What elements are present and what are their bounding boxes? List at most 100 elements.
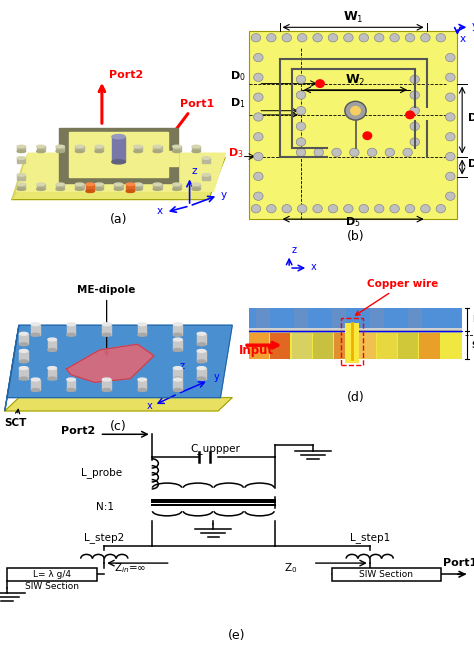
Circle shape xyxy=(367,148,377,156)
Bar xyxy=(75,184,84,189)
Bar xyxy=(48,368,56,379)
Ellipse shape xyxy=(86,190,94,193)
Text: Port2: Port2 xyxy=(61,426,95,436)
Bar xyxy=(249,32,457,219)
Ellipse shape xyxy=(153,150,162,152)
Circle shape xyxy=(314,148,323,156)
Ellipse shape xyxy=(17,188,26,191)
Ellipse shape xyxy=(112,160,125,164)
Text: ME-dipole: ME-dipole xyxy=(472,315,474,324)
Text: SCT: SCT xyxy=(5,410,27,428)
Circle shape xyxy=(349,148,359,156)
Bar xyxy=(67,379,75,390)
Bar xyxy=(249,308,462,331)
Circle shape xyxy=(363,132,372,140)
Polygon shape xyxy=(5,398,232,411)
Ellipse shape xyxy=(114,145,123,148)
Ellipse shape xyxy=(75,150,84,152)
Ellipse shape xyxy=(134,188,142,191)
Polygon shape xyxy=(168,151,178,166)
Ellipse shape xyxy=(197,343,206,346)
Circle shape xyxy=(410,75,419,83)
Ellipse shape xyxy=(197,360,206,363)
Bar xyxy=(36,147,45,151)
Circle shape xyxy=(296,122,306,130)
Circle shape xyxy=(266,205,276,213)
Ellipse shape xyxy=(17,183,26,185)
Ellipse shape xyxy=(126,190,135,193)
Circle shape xyxy=(251,34,261,42)
Circle shape xyxy=(266,34,276,42)
Text: Copper wire: Copper wire xyxy=(356,279,438,315)
Circle shape xyxy=(374,205,384,213)
Bar xyxy=(197,351,206,361)
Ellipse shape xyxy=(56,150,64,152)
Ellipse shape xyxy=(173,183,181,185)
Bar xyxy=(270,331,290,359)
Circle shape xyxy=(254,54,263,62)
Polygon shape xyxy=(12,158,225,200)
Ellipse shape xyxy=(134,183,142,185)
Bar xyxy=(197,368,206,379)
Circle shape xyxy=(421,34,430,42)
Bar xyxy=(17,147,26,151)
Ellipse shape xyxy=(36,188,45,191)
Ellipse shape xyxy=(202,157,210,160)
Text: Port1: Port1 xyxy=(443,558,474,568)
Circle shape xyxy=(298,205,307,213)
Ellipse shape xyxy=(95,188,103,191)
Text: W$_2$: W$_2$ xyxy=(345,72,366,88)
Circle shape xyxy=(406,111,414,119)
Ellipse shape xyxy=(138,378,146,381)
Text: (d): (d) xyxy=(346,391,365,404)
Bar xyxy=(31,324,40,335)
Ellipse shape xyxy=(173,150,181,152)
Bar xyxy=(332,568,441,581)
Bar xyxy=(95,147,103,151)
Ellipse shape xyxy=(134,145,142,148)
Circle shape xyxy=(410,138,419,146)
Bar xyxy=(173,324,182,335)
Ellipse shape xyxy=(19,377,28,380)
Bar xyxy=(398,331,418,359)
Bar xyxy=(86,184,94,191)
Circle shape xyxy=(410,91,419,99)
Bar xyxy=(377,331,397,359)
Circle shape xyxy=(328,205,337,213)
Ellipse shape xyxy=(67,333,75,336)
Circle shape xyxy=(296,75,306,83)
Bar xyxy=(249,330,462,333)
Bar xyxy=(173,368,182,379)
Polygon shape xyxy=(7,325,232,398)
Bar xyxy=(56,147,64,151)
Ellipse shape xyxy=(17,150,26,152)
Circle shape xyxy=(446,152,455,161)
Ellipse shape xyxy=(173,377,182,380)
Bar xyxy=(334,331,354,359)
Bar xyxy=(17,184,26,189)
Bar xyxy=(192,184,201,189)
Ellipse shape xyxy=(102,333,111,336)
Circle shape xyxy=(390,205,399,213)
Circle shape xyxy=(254,113,263,121)
Circle shape xyxy=(436,34,446,42)
Bar xyxy=(345,323,359,363)
Circle shape xyxy=(446,192,455,200)
Polygon shape xyxy=(66,344,154,382)
Ellipse shape xyxy=(95,145,103,148)
Circle shape xyxy=(385,148,394,156)
Ellipse shape xyxy=(112,134,125,139)
Ellipse shape xyxy=(153,183,162,185)
Ellipse shape xyxy=(202,174,210,176)
Circle shape xyxy=(410,107,419,115)
Circle shape xyxy=(436,205,446,213)
Ellipse shape xyxy=(114,188,123,191)
Ellipse shape xyxy=(197,332,206,335)
Text: (e): (e) xyxy=(228,629,246,642)
Text: (b): (b) xyxy=(346,230,365,243)
Circle shape xyxy=(446,113,455,121)
Ellipse shape xyxy=(173,338,182,341)
Text: x: x xyxy=(147,401,153,411)
Bar xyxy=(48,340,56,350)
Circle shape xyxy=(390,34,399,42)
